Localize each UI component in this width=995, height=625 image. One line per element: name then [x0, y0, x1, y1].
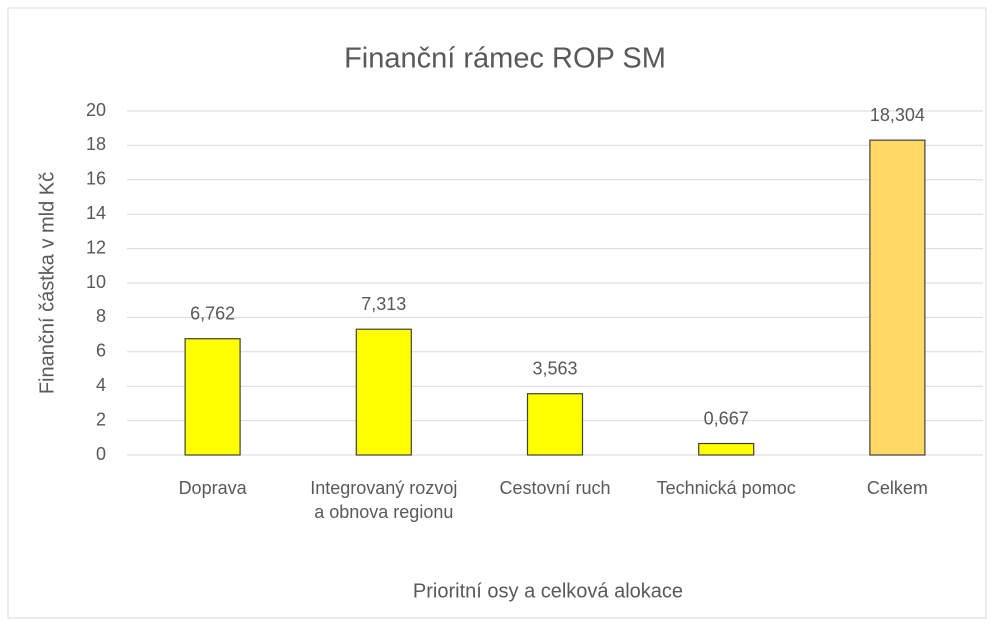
y-tick-label: 18: [86, 134, 106, 154]
data-label: 7,313: [361, 294, 406, 314]
x-tick-label: Technická pomoc: [656, 478, 796, 498]
bar: [526, 393, 584, 456]
x-tick-label: Celkem: [866, 478, 928, 498]
bar: [184, 338, 241, 456]
data-label: 3,563: [532, 358, 577, 378]
x-tick-label: Cestovní ruch: [499, 478, 611, 498]
data-label: 0,667: [704, 408, 749, 428]
y-tick-label: 12: [86, 237, 106, 257]
bar: [698, 442, 755, 456]
bar: [355, 328, 412, 456]
data-label: 18,304: [870, 105, 925, 125]
y-tick-label: 16: [86, 169, 106, 189]
x-axis-title: Prioritní osy a celková alokace: [413, 580, 683, 602]
y-tick-label: 0: [96, 444, 106, 464]
y-tick-label: 8: [96, 306, 106, 326]
x-tick-label: Integrovaný rozvoj a obnova regionu: [310, 478, 458, 522]
bar: [869, 139, 926, 456]
y-tick-label: 4: [96, 375, 106, 395]
y-axis-title: Finanční částka v mld Kč: [36, 172, 58, 394]
y-tick-label: 14: [86, 203, 106, 223]
y-tick-label: 20: [86, 100, 106, 120]
chart-border: [7, 7, 987, 619]
chart-title: Finanční rámec ROP SM: [344, 43, 666, 75]
data-label: 6,762: [190, 303, 235, 323]
y-tick-label: 2: [96, 409, 106, 429]
y-tick-label: 10: [86, 272, 106, 292]
x-tick-label: Doprava: [178, 478, 247, 498]
y-tick-label: 6: [96, 341, 106, 361]
